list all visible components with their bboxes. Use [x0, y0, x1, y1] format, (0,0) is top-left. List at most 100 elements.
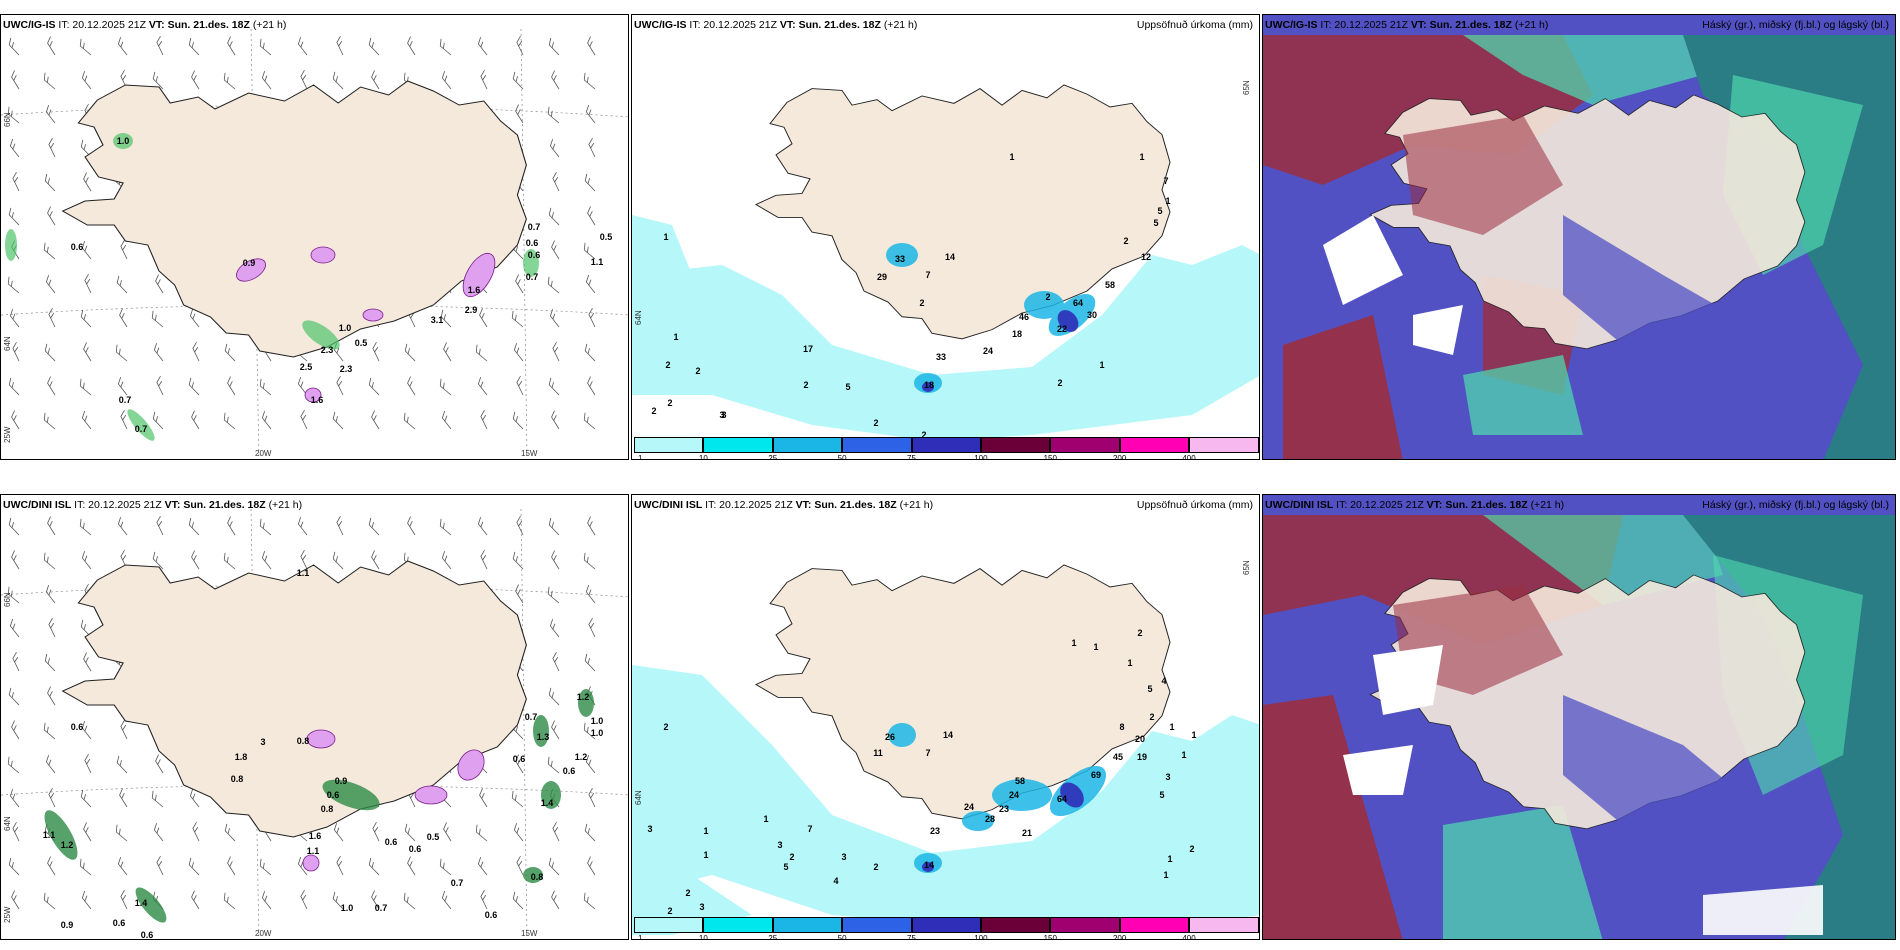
precip-value: 5	[1159, 790, 1165, 800]
wind-barb	[549, 138, 560, 158]
wind-barb	[84, 753, 92, 774]
precip-value: 28	[984, 814, 996, 824]
wind-barb	[156, 515, 164, 536]
wind-barb	[475, 344, 488, 362]
wind-barb	[12, 651, 20, 672]
wind-value: 1.2	[576, 692, 590, 702]
legend-tick: 400	[1182, 454, 1196, 460]
wind-barb	[7, 106, 20, 124]
precip-value: 14	[923, 860, 935, 870]
wind-barb	[223, 892, 236, 910]
iceland-land	[62, 560, 527, 838]
legend-tick: 25	[768, 934, 778, 940]
wind-value: 2.9	[464, 305, 478, 315]
precip-value: 7	[925, 748, 931, 758]
legend-swatch	[911, 437, 981, 453]
wind-barb	[407, 856, 416, 876]
wind-barb	[7, 586, 20, 604]
wind-barb	[47, 856, 56, 876]
lead-time: (+21 h)	[1514, 19, 1549, 31]
precip-value: 1	[1093, 642, 1099, 652]
wind-value: 1.1	[42, 830, 56, 840]
wind-barb	[441, 410, 452, 430]
wind-barb	[512, 71, 524, 90]
wind-barb	[551, 550, 560, 570]
wind-barb	[7, 756, 20, 774]
wind-barb	[117, 516, 128, 536]
legend-swatch	[1050, 437, 1120, 453]
wind-barb	[80, 789, 92, 808]
wind-barb	[120, 719, 128, 740]
wind-barb	[332, 551, 344, 570]
wind-barb	[515, 584, 524, 604]
wind-barb	[547, 106, 560, 124]
wind-value: 1.3	[536, 732, 550, 742]
wind-value: 0.6	[484, 910, 498, 920]
wind-barb	[440, 309, 452, 328]
wind-barb	[9, 138, 20, 158]
wind-barb	[44, 343, 56, 362]
precip-value: 3	[647, 824, 653, 834]
cloud-map	[1263, 495, 1895, 939]
wind-barb	[8, 377, 20, 396]
wind-barb	[45, 274, 56, 294]
wind-barb	[583, 242, 596, 260]
precip-value: 29	[876, 272, 888, 282]
wind-barb	[479, 788, 488, 808]
precip-value: 4	[833, 876, 839, 886]
wind-barb	[441, 550, 452, 570]
lat-label: 66N	[3, 592, 12, 607]
precip-value: 2	[803, 380, 809, 390]
legend-swatch	[1119, 917, 1189, 933]
legend-swatch	[1189, 917, 1259, 933]
legend-tick: 50	[837, 934, 847, 940]
wind-barb	[443, 342, 452, 362]
wind-panel-bottom: UWC/DINI ISL IT: 20.12.2025 21Z VT: Sun.…	[0, 494, 629, 940]
legend-swatch	[1119, 437, 1189, 453]
wind-barb	[584, 653, 596, 672]
wind-barb	[48, 137, 56, 158]
wind-barb	[477, 376, 488, 396]
precip-extreme	[922, 310, 1079, 392]
valid-label: VT:	[1410, 19, 1427, 31]
wind-barb	[407, 36, 416, 56]
precip-value: 17	[802, 344, 814, 354]
precip-value: 2	[667, 398, 673, 408]
wind-barb	[83, 342, 92, 362]
wind-barb	[512, 891, 524, 910]
wind-barb	[83, 822, 92, 842]
lat-label: 25W	[3, 426, 12, 443]
wind-barb	[81, 720, 92, 740]
wind-barb	[224, 823, 236, 842]
cloud-title: Háský (gr.), miðský (fj.bl.) og lágský (…	[1702, 499, 1889, 511]
wind-barb	[584, 343, 596, 362]
wind-barb	[153, 822, 164, 842]
precip-value: 18	[1011, 329, 1023, 339]
snow-areas	[236, 246, 496, 403]
wind-barb	[8, 37, 20, 56]
wind-barb	[7, 276, 20, 294]
precip-value: 5	[1157, 206, 1163, 216]
wind-barb	[368, 377, 380, 396]
wind-barb	[227, 856, 236, 876]
wind-barb	[372, 821, 380, 842]
wind-barb	[117, 856, 128, 876]
wind-barb	[153, 342, 164, 362]
precip-value: 2	[665, 360, 671, 370]
precip-value: 12	[1140, 252, 1152, 262]
wind-value: 0.7	[527, 222, 541, 232]
lat-label: 65N	[1242, 80, 1251, 95]
precip-value: 1	[703, 850, 709, 860]
wind-barb	[47, 516, 56, 536]
wind-barb	[188, 517, 200, 536]
legend-swatch	[703, 917, 773, 933]
wind-barb	[151, 790, 164, 808]
legend-swatch	[772, 917, 843, 933]
precip-shading	[632, 215, 1259, 441]
wind-barb	[443, 822, 452, 842]
valid-time: Sun. 21.des. 18Z	[183, 499, 266, 511]
wind-barb	[336, 35, 344, 56]
precip-value: 3	[1165, 772, 1171, 782]
wind-barb	[587, 36, 596, 56]
wind-barb	[81, 890, 92, 910]
